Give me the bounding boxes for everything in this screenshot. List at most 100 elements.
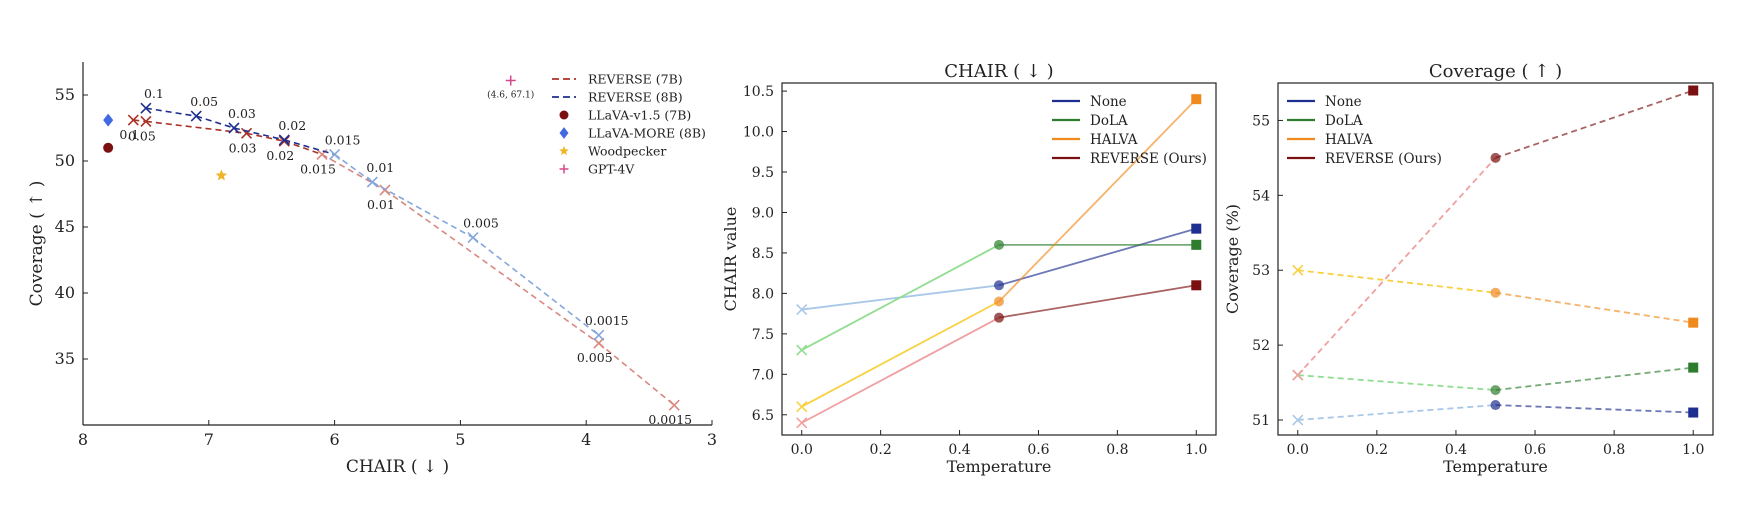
- point-label: 0.01: [367, 197, 395, 212]
- llava-v1-5-7b--point: [103, 142, 114, 153]
- series-segment: [1495, 89, 1694, 159]
- y-tick-label: 54: [1252, 188, 1270, 204]
- x-tick-label: 0.2: [1366, 442, 1388, 458]
- point-label: 0.03: [229, 140, 257, 155]
- x-axis-label: CHAIR ( ↓ ): [346, 457, 449, 477]
- series-point: [1490, 287, 1501, 298]
- x-tick-label: 0.8: [1603, 442, 1625, 458]
- legend: None DoLA HALVA REVERSE (Ours): [1052, 94, 1207, 167]
- chart-title: CHAIR ( ↓ ): [944, 61, 1053, 82]
- series-point: [1191, 223, 1202, 234]
- series-point: [994, 296, 1004, 307]
- legend-label: HALVA: [1090, 132, 1138, 148]
- series-point: [994, 312, 1004, 323]
- reverse-7b-point: [140, 115, 152, 127]
- point-label: 0.005: [463, 216, 499, 231]
- series-point: [1292, 414, 1304, 426]
- x-axis-label: Temperature: [947, 457, 1052, 476]
- series-segment: [334, 153, 373, 183]
- series-segment: [284, 139, 335, 156]
- y-axis-label: Coverage (%): [1223, 204, 1242, 314]
- reverse-7b-point: [127, 114, 139, 126]
- series-point: [1688, 85, 1699, 96]
- series-point: [1292, 369, 1304, 381]
- x-tick-label: 0.0: [1287, 442, 1309, 458]
- x-tick-label: 0.4: [948, 442, 970, 458]
- plot-frame: [781, 82, 1217, 436]
- series-point: [1191, 280, 1202, 291]
- series-point: [796, 304, 808, 316]
- legend-label: DoLA: [1090, 113, 1128, 129]
- point-label: 0.0015: [585, 313, 629, 328]
- point-label: 0.05: [190, 94, 218, 109]
- y-tick-label: 9.0: [752, 205, 774, 221]
- x-tick-label: 3: [707, 430, 717, 449]
- y-tick-label: 55: [1252, 113, 1270, 129]
- y-axis-label: Coverage ( ↑ ): [27, 181, 47, 307]
- y-tick-label: 52: [1252, 338, 1270, 354]
- series-segment: [801, 244, 1000, 351]
- series-segment: [284, 140, 323, 156]
- reverse-7b-point: [316, 148, 328, 160]
- y-tick-label: 51: [1252, 413, 1270, 429]
- point-label: 0.015: [325, 132, 361, 147]
- y-tick-label: 45: [55, 217, 75, 236]
- x-tick-label: 1.0: [1185, 442, 1207, 458]
- y-tick-label: 6.5: [752, 408, 774, 424]
- point-label: 0.05: [128, 128, 156, 143]
- x-tick-label: 4: [581, 430, 591, 449]
- legend-label: REVERSE (Ours): [1325, 151, 1442, 167]
- point-label: 0.005: [577, 350, 613, 365]
- series-segment: [1297, 404, 1496, 421]
- point-label: 0.1: [119, 127, 139, 142]
- x-tick-label: 1.0: [1682, 442, 1704, 458]
- series-segment: [1495, 404, 1694, 414]
- point-label: 0.01: [366, 160, 394, 175]
- gpt4v-annotation: (4.6, 67.1): [487, 89, 534, 100]
- point-label: 0.1: [144, 86, 164, 101]
- point-label: 0.03: [228, 106, 256, 121]
- series-point: [1688, 317, 1699, 328]
- series-point: [994, 239, 1004, 250]
- series-segment: [145, 107, 197, 117]
- legend-swatch: [559, 164, 569, 174]
- series-point: [994, 280, 1004, 291]
- woodpecker-point: [215, 169, 228, 181]
- legend-swatch: [559, 146, 569, 155]
- y-tick-label: 40: [55, 283, 75, 302]
- reverse-8b-point: [190, 110, 202, 122]
- x-tick-label: 0.6: [1524, 442, 1546, 458]
- x-tick-label: 0.0: [791, 442, 813, 458]
- x-tick-label: 0.2: [870, 442, 892, 458]
- legend-swatch: [559, 110, 569, 120]
- series-point: [1292, 264, 1304, 276]
- series-segment: [998, 227, 1197, 287]
- point-label: 0.015: [300, 161, 336, 176]
- x-axis-label: Temperature: [1443, 457, 1548, 476]
- y-tick-label: 55: [55, 85, 75, 104]
- series-point: [1688, 407, 1699, 418]
- plot-frame: [1277, 82, 1714, 436]
- series-point: [1490, 152, 1501, 163]
- x-tick-label: 5: [455, 430, 465, 449]
- y-tick-label: 7.0: [752, 367, 774, 383]
- series-segment: [233, 127, 285, 141]
- reverse-7b-point: [593, 337, 605, 349]
- series-point: [1490, 385, 1501, 396]
- x-tick-label: 6: [330, 430, 340, 449]
- panel-chair: CHAIR ( ↓ ) 0.0 0.2 0.4 0.6 0.8 1.0 6.5 7.0 7.5 8.…: [721, 61, 1217, 476]
- reverse-7b-point: [668, 399, 680, 411]
- legend-label: None: [1090, 94, 1127, 110]
- series-segment: [133, 119, 146, 123]
- series-segment: [598, 342, 675, 406]
- y-tick-label: 10.0: [743, 125, 774, 141]
- series-point: [796, 344, 808, 356]
- legend-label: GPT-4V: [588, 162, 635, 177]
- series-segment: [195, 115, 235, 129]
- legend-label: Woodpecker: [588, 144, 666, 159]
- reverse-8b-point: [593, 329, 605, 341]
- series-segment: [1297, 374, 1496, 391]
- series-point: [1191, 239, 1202, 250]
- legend: None DoLA HALVA REVERSE (Ours): [1287, 94, 1442, 167]
